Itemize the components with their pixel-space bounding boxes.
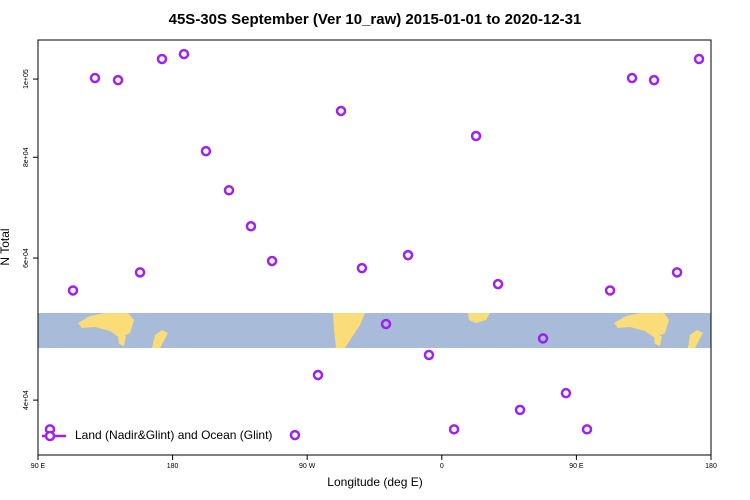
point bbox=[356, 262, 368, 274]
map-strip bbox=[38, 313, 711, 348]
point bbox=[289, 429, 301, 441]
legend-marker bbox=[44, 430, 56, 442]
y-tick-label: 6e+04 bbox=[23, 248, 30, 268]
point bbox=[604, 285, 616, 296]
x-axis-label: Longitude (deg E) bbox=[327, 475, 422, 489]
point bbox=[335, 105, 347, 117]
x-tick-label: 90 W bbox=[299, 463, 316, 470]
x-tick-label: 180 bbox=[167, 463, 179, 470]
y-tick-label: 8e+04 bbox=[23, 147, 30, 167]
point bbox=[134, 267, 146, 278]
legend-label: Land (Nadir&Glint) and Ocean (Glint) bbox=[75, 428, 272, 442]
point bbox=[448, 424, 460, 435]
point bbox=[200, 145, 212, 157]
point bbox=[266, 255, 278, 267]
point bbox=[380, 318, 392, 330]
point bbox=[648, 74, 660, 86]
point bbox=[581, 424, 593, 435]
point bbox=[671, 267, 683, 278]
point bbox=[626, 72, 638, 84]
point bbox=[223, 185, 235, 196]
point bbox=[89, 72, 101, 84]
x-tick-label: 180 bbox=[705, 463, 717, 470]
point bbox=[402, 249, 414, 261]
point bbox=[492, 278, 504, 290]
y-axis-label: N Total bbox=[0, 228, 12, 265]
point bbox=[514, 404, 526, 416]
point bbox=[245, 221, 257, 232]
point bbox=[178, 48, 190, 60]
x-tick-label: 90 E bbox=[31, 463, 46, 470]
point bbox=[423, 349, 435, 361]
y-tick-label: 4e+04 bbox=[23, 390, 30, 410]
point bbox=[693, 53, 705, 65]
point bbox=[560, 387, 572, 399]
y-tick-label: 1e+05 bbox=[23, 69, 30, 89]
x-tick-label: 90 E bbox=[569, 463, 584, 470]
point bbox=[112, 74, 124, 86]
point bbox=[67, 285, 79, 296]
plot-frame bbox=[37, 39, 712, 456]
point bbox=[312, 369, 324, 381]
point bbox=[470, 130, 482, 142]
point bbox=[156, 53, 168, 65]
chart-title: 45S-30S September (Ver 10_raw) 2015-01-0… bbox=[169, 11, 582, 28]
point bbox=[537, 333, 549, 344]
x-tick-label: 0 bbox=[440, 463, 444, 470]
